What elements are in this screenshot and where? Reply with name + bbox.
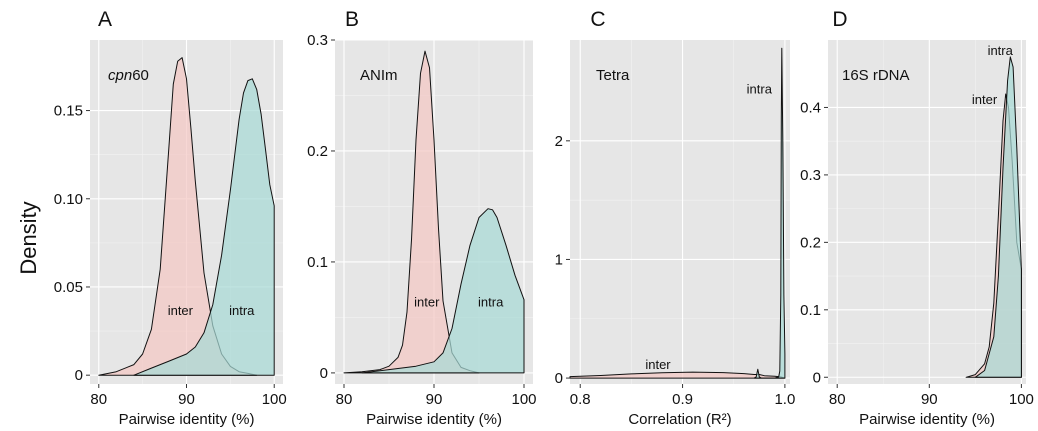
x-tick-label: 80: [90, 391, 107, 408]
x-axis-title: Pairwise identity (%): [119, 411, 255, 428]
density-intra: [133, 78, 275, 376]
density-intra: [361, 208, 525, 374]
y-tick-label: 0.1: [800, 302, 821, 319]
panel-b: inter intra 80 90 100 0 0.1 0.2 0.3 Pairwise iden…: [307, 8, 536, 428]
y-tick-label: 0: [813, 369, 821, 386]
panel-a: inter intra 80 90 100 0 0.05 0.10 0.15 Pairwise i…: [54, 8, 287, 428]
x-tick-label: 1.0: [774, 391, 795, 408]
curve-label-inter: inter: [168, 303, 194, 318]
x-tick-label: 0.9: [672, 391, 693, 408]
density-intra: [974, 56, 1022, 378]
curve-label-intra: intra: [478, 294, 504, 309]
x-axis-title: Pairwise identity (%): [366, 411, 502, 428]
y-tick-label: 0.2: [800, 234, 821, 251]
curve-label-inter: inter: [972, 92, 998, 107]
y-tick-label: 0.3: [307, 32, 328, 49]
x-tick-label: 100: [262, 391, 287, 408]
y-tick-label: 0.05: [54, 279, 83, 296]
y-tick-label: 0: [320, 365, 328, 382]
x-tick-label: 90: [921, 391, 938, 408]
x-tick-label: 80: [336, 391, 353, 408]
panel-letter: B: [345, 8, 359, 31]
x-tick-label: 100: [1009, 391, 1034, 408]
x-tick-label: 0.8: [570, 391, 591, 408]
y-tick-label: 0: [75, 367, 83, 384]
panel-letter: C: [590, 8, 605, 31]
y-tick-label: 0.15: [54, 103, 83, 120]
panel-name: cpn60: [108, 67, 149, 84]
x-tick-label: 90: [178, 391, 195, 408]
panel-c: inter intra 0.8 0.9 1.0 0 1 2 Correlation (R²) C T…: [555, 8, 796, 428]
panel-name: Tetra: [596, 67, 630, 84]
panel-name: 16S rDNA: [842, 67, 910, 84]
panel-name: ANIm: [360, 67, 398, 84]
panel-letter: A: [98, 8, 112, 31]
x-tick-label: 90: [426, 391, 443, 408]
density-intra: [753, 47, 786, 379]
y-tick-label: 0: [555, 370, 563, 387]
y-tick-label: 0.10: [54, 191, 83, 208]
x-axis-title: Pairwise identity (%): [859, 411, 995, 428]
x-tick-label: 100: [511, 391, 536, 408]
x-tick-label: 80: [829, 391, 846, 408]
x-axis-title: Correlation (R²): [628, 411, 731, 428]
panel-letter: D: [832, 8, 847, 31]
y-tick-label: 1: [555, 251, 563, 268]
plot-background: [570, 40, 790, 384]
y-tick-label: 0.4: [800, 99, 821, 116]
y-tick-label: 0.1: [307, 254, 328, 271]
curve-label-intra: intra: [988, 43, 1014, 58]
curve-label-inter: inter: [645, 357, 671, 372]
panel-d: intra inter 80 90 100 0 0.1 0.2 0.3 0.4 Pairwise i…: [800, 8, 1034, 428]
y-tick-label: 2: [555, 133, 563, 150]
curve-label-intra: intra: [747, 81, 773, 96]
y-tick-label: 0.3: [800, 167, 821, 184]
y-tick-label: 0.2: [307, 143, 328, 160]
curve-label-inter: inter: [414, 294, 440, 309]
curve-label-intra: intra: [229, 303, 255, 318]
y-axis-title: Density: [16, 201, 41, 274]
